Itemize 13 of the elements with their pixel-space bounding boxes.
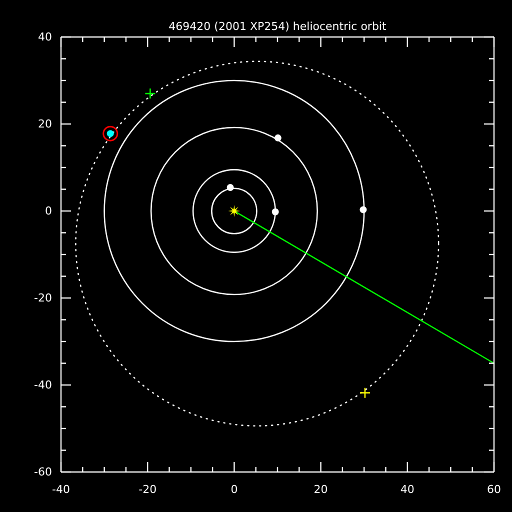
y-tick-label: 40 (38, 30, 52, 44)
chart-title: 469420 (2001 XP254) heliocentric orbit (168, 20, 387, 33)
x-tick-label: 20 (314, 483, 328, 496)
y-tick-label: 20 (38, 118, 52, 131)
y-tick-label: -20 (34, 292, 52, 305)
x-tick-label: -40 (52, 483, 70, 496)
y-tick-label: 0 (45, 204, 52, 218)
x-tick-label: 40 (400, 483, 414, 496)
y-tick-label: -60 (34, 466, 52, 479)
x-tick-label: 60 (487, 483, 501, 496)
x-tick-label: -20 (138, 483, 157, 496)
x-tick-label: 0 (230, 483, 238, 496)
y-tick-label: -40 (34, 378, 52, 392)
